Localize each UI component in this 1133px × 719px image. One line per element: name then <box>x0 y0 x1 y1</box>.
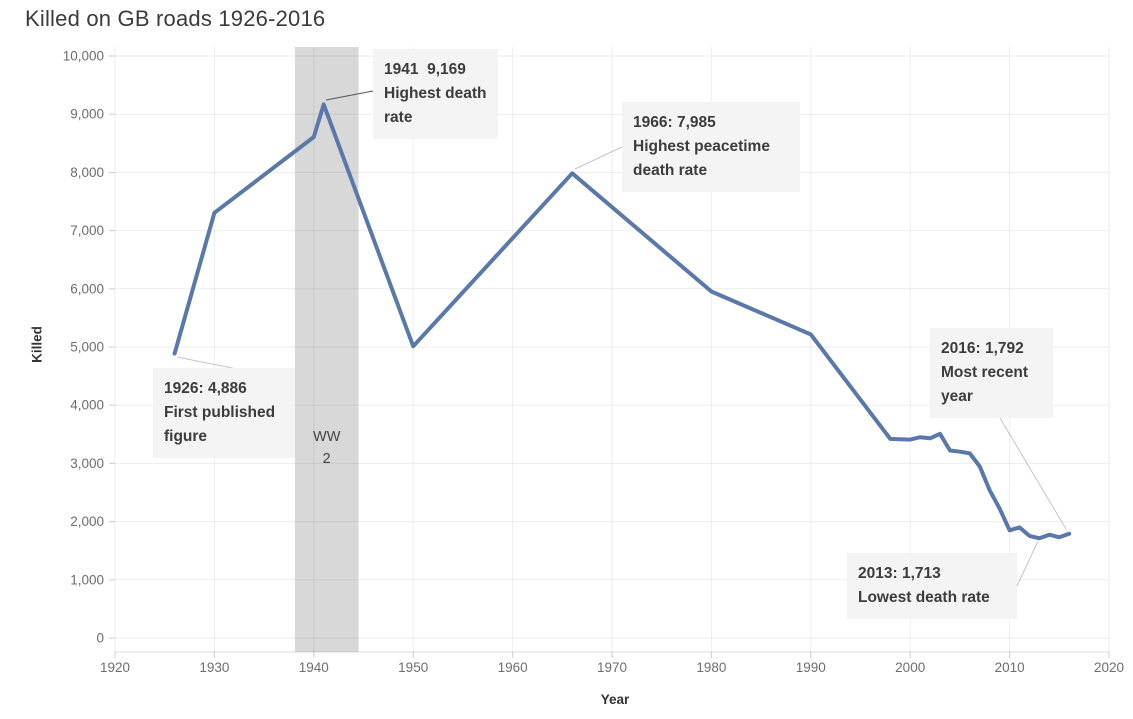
x-tick-label-2000: 2000 <box>895 660 925 675</box>
y-tick-label-7000: 7,000 <box>70 223 104 238</box>
annotation-1926-text: First published <box>164 404 276 421</box>
annotation-2016: 2016: 1,792 Most recent year <box>930 328 1053 418</box>
annotation-1941-text: Highest death <box>384 85 487 102</box>
y-tick-label-5000: 5,000 <box>70 340 104 355</box>
y-tick-label-9000: 9,000 <box>70 107 104 122</box>
x-tick-label-1940: 1940 <box>299 660 329 675</box>
x-tick-label-1970: 1970 <box>597 660 627 675</box>
x-tick-label-1950: 1950 <box>398 660 428 675</box>
y-axis-title: Killed <box>29 326 45 363</box>
annotation-1926: 1926: 4,886 First published figure <box>153 368 295 458</box>
x-tick-label-1930: 1930 <box>199 660 229 675</box>
annotation-2013-text: 2013: 1,713 <box>858 565 941 582</box>
y-tick-label-6000: 6,000 <box>70 281 104 296</box>
annotation-2013-text: Lowest death rate <box>858 589 990 606</box>
annotation-1966: 1966: 7,985 Highest peacetime death rate <box>622 102 800 192</box>
annotation-2016-text: year <box>941 388 973 405</box>
annotation-1941: 1941 9,169 Highest death rate <box>373 49 498 139</box>
y-tick-label-0: 0 <box>96 631 104 646</box>
annotation-2016-connector <box>999 417 1067 530</box>
annotation-2013-connector <box>1016 540 1039 587</box>
series-line-killed[interactable] <box>172 102 1072 541</box>
x-tick-label-1920: 1920 <box>100 660 130 675</box>
x-tick-label-1990: 1990 <box>796 660 826 675</box>
annotation-2013: 2013: 1,713 Lowest death rate <box>847 553 1017 619</box>
x-axis-title: Year <box>600 692 630 707</box>
x-tick-label-1980: 1980 <box>696 660 726 675</box>
annotation-1926-text: figure <box>164 428 208 445</box>
annotation-1941-text: 1941 9,169 <box>384 61 466 78</box>
y-tick-label-2000: 2,000 <box>70 514 104 529</box>
annotation-1941-connector <box>325 90 374 101</box>
ww2-band <box>294 47 359 652</box>
y-tick-label-3000: 3,000 <box>70 456 104 471</box>
chart-title: Killed on GB roads 1926-2016 <box>25 6 326 31</box>
annotation-1966-text: 1966: 7,985 <box>633 114 716 131</box>
x-tick-label-1960: 1960 <box>498 660 528 675</box>
x-tick-label-2020: 2020 <box>1094 660 1124 675</box>
annotation-1966-text: Highest peacetime <box>633 138 770 155</box>
annotation-1941-text: rate <box>384 109 413 126</box>
annotation-2016-text: Most recent <box>941 364 1028 381</box>
y-tick-label-10000: 10,000 <box>63 49 104 64</box>
y-tick-label-8000: 8,000 <box>70 165 104 180</box>
x-tick-label-2010: 2010 <box>995 660 1025 675</box>
annotation-1966-text: death rate <box>633 162 708 179</box>
y-tick-label-4000: 4,000 <box>70 398 104 413</box>
ww2-band-label: WW 2 <box>313 429 341 467</box>
annotation-1966-connector <box>574 146 623 170</box>
annotation-1926-text: 1926: 4,886 <box>164 380 247 397</box>
annotation-2016-text: 2016: 1,792 <box>941 340 1024 357</box>
y-tick-label-1000: 1,000 <box>70 572 104 587</box>
